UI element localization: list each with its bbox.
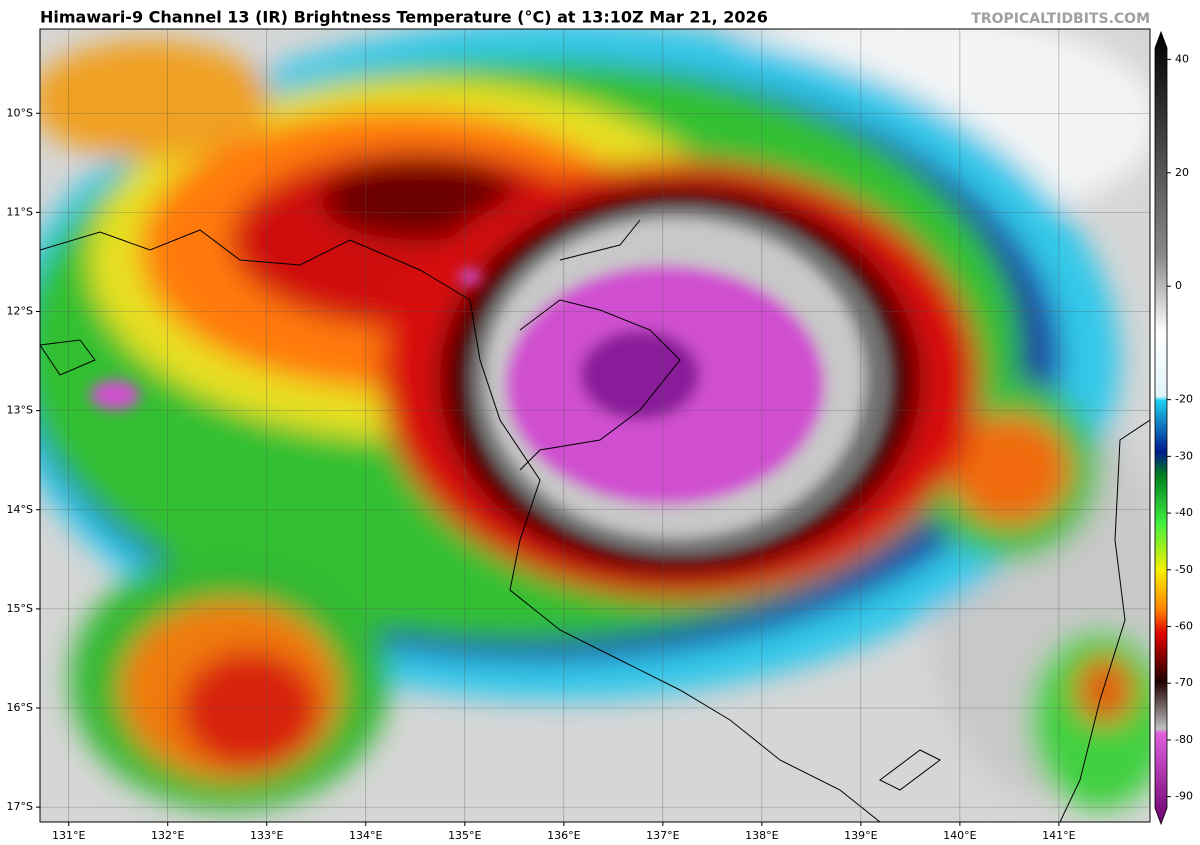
lon-tick-label: 132°E [151, 829, 184, 842]
lat-tick-label: 13°S [7, 404, 33, 417]
lat-tick-label: 12°S [7, 305, 33, 318]
map-frame [39, 28, 1151, 823]
colorbar-tick-label: 40 [1175, 52, 1189, 65]
lon-tick-label: 137°E [646, 829, 679, 842]
colorbar-body [1154, 30, 1168, 826]
lat-tick-label: 15°S [7, 602, 33, 615]
lat-tick-label: 11°S [7, 205, 33, 218]
satellite-imagery [40, 29, 1150, 822]
colorbar-tick-label: -50 [1175, 563, 1193, 576]
colorbar-tick-label: -20 [1175, 393, 1193, 406]
lon-tick-label: 131°E [52, 829, 85, 842]
colorbar-tick-label: -70 [1175, 676, 1193, 689]
lon-tick-label: 133°E [250, 829, 283, 842]
colorbar-tick-label: 20 [1175, 166, 1189, 179]
colorbar-tick-label: -60 [1175, 620, 1193, 633]
colorbar-tick-label: -40 [1175, 506, 1193, 519]
colorbar-tick-label: 0 [1175, 279, 1182, 292]
lat-tick-label: 10°S [7, 106, 33, 119]
lon-tick-label: 138°E [745, 829, 778, 842]
title: Himawari-9 Channel 13 (IR) Brightness Te… [40, 8, 768, 27]
lon-tick-label: 140°E [943, 829, 976, 842]
lon-tick-label: 135°E [448, 829, 481, 842]
lon-tick-label: 134°E [349, 829, 382, 842]
lon-tick-label: 139°E [844, 829, 877, 842]
lat-tick-label: 14°S [7, 503, 33, 516]
colorbar: 40 20 0 -20 -30 -40 -50 -60 -70 -80 -90 [1154, 30, 1193, 826]
lon-tick-label: 141°E [1042, 829, 1075, 842]
watermark: TROPICALTIDBITS.COM [971, 11, 1150, 27]
colorbar-tick-label: -90 [1175, 790, 1193, 803]
colorbar-tick-label: -30 [1175, 449, 1193, 462]
lat-tick-label: 17°S [7, 800, 33, 813]
lat-tick-label: 16°S [7, 701, 33, 714]
colorbar-tick-label: -80 [1175, 733, 1193, 746]
lon-tick-label: 136°E [547, 829, 580, 842]
